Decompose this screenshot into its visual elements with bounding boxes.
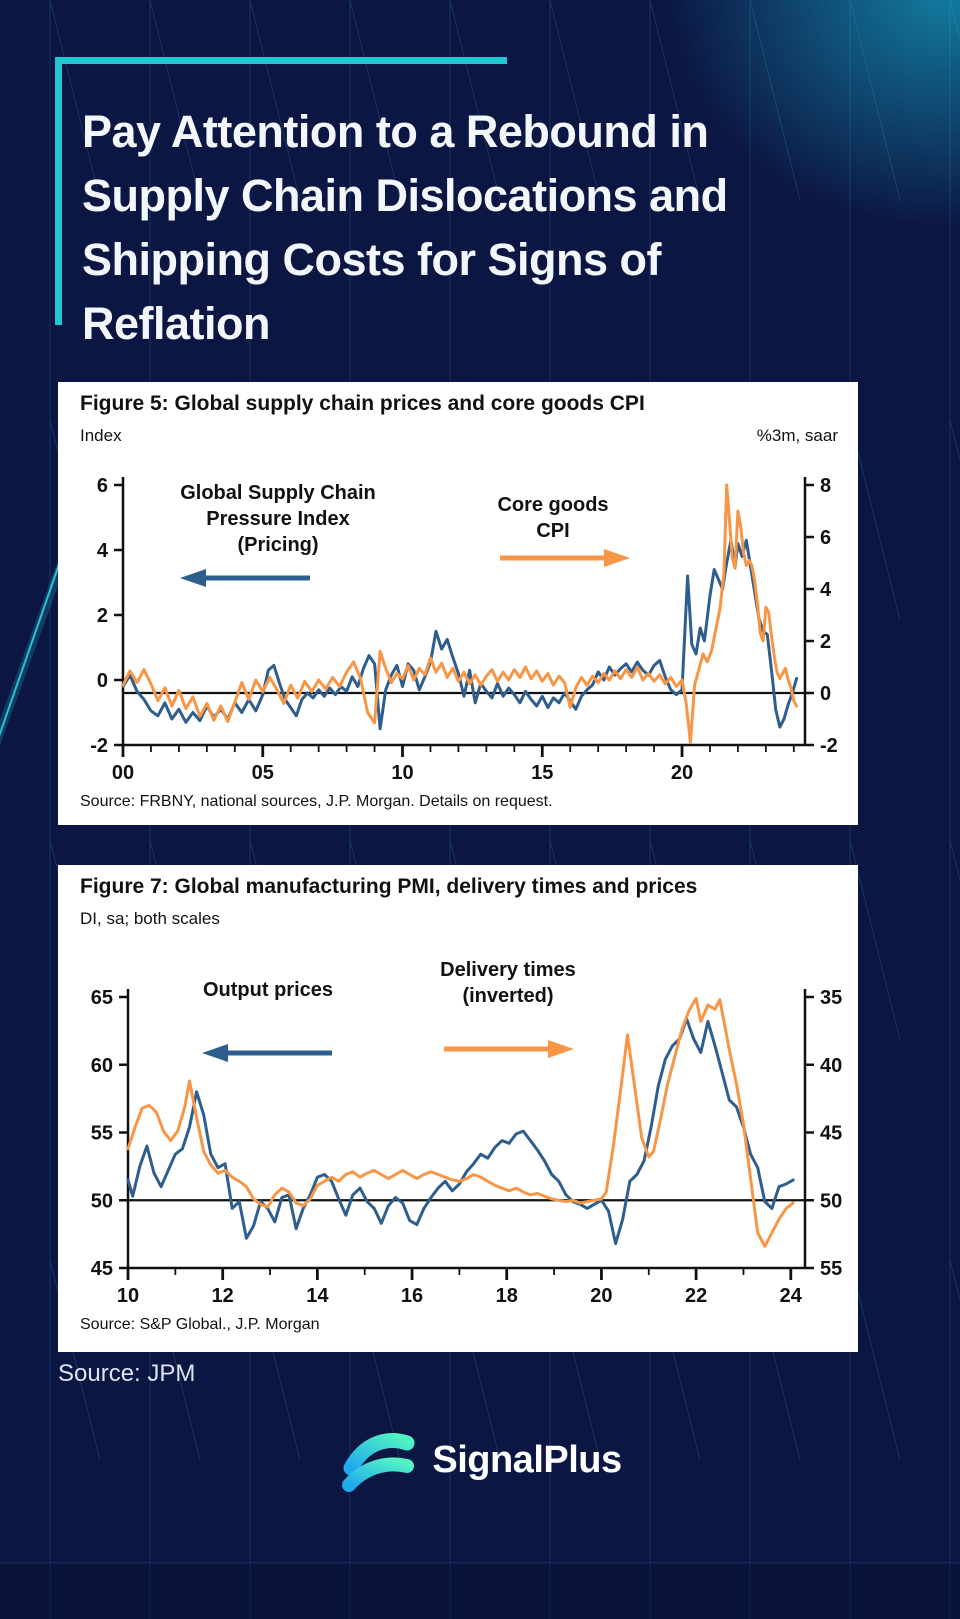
- brand-logo: SignalPlus: [0, 1428, 960, 1492]
- svg-text:14: 14: [306, 1285, 329, 1307]
- page-source-note: Source: JPM: [58, 1360, 196, 1387]
- figure5-title: Figure 5: Global supply chain prices and…: [80, 392, 645, 415]
- brand-name: SignalPlus: [432, 1438, 622, 1481]
- svg-text:-2: -2: [820, 735, 838, 757]
- svg-text:0: 0: [820, 683, 831, 705]
- left-arrow-icon: [202, 1044, 332, 1062]
- svg-text:16: 16: [401, 1285, 423, 1307]
- svg-text:15: 15: [531, 762, 553, 784]
- series-line: [126, 996, 795, 1248]
- svg-text:4: 4: [820, 579, 832, 601]
- right-arrow-icon: [444, 1040, 574, 1058]
- svg-text:40: 40: [820, 1055, 842, 1077]
- left-arrow-icon: [180, 569, 310, 587]
- figure5-right-unit: %3m, saar: [756, 426, 838, 445]
- figure7-title: Figure 7: Global manufacturing PMI, deli…: [80, 875, 698, 898]
- figure7-blue-series-label: Output prices: [202, 979, 333, 1001]
- svg-text:2: 2: [97, 605, 108, 627]
- footer-band: [0, 1563, 960, 1619]
- figure5-panel: 6 4 2 0 -2 8 6 4 2 0 -2 00 05 10 15 20 Figure 5: Global…: [58, 382, 858, 825]
- svg-text:45: 45: [820, 1123, 842, 1145]
- figure7-orange-series-label: Delivery times (inverted): [440, 959, 576, 1007]
- svg-text:05: 05: [252, 762, 274, 784]
- svg-text:50: 50: [820, 1190, 842, 1212]
- svg-text:6: 6: [820, 527, 831, 549]
- series-line: [121, 483, 799, 744]
- cyan-streak: [0, 555, 63, 737]
- signalplus-logo-icon: [342, 1433, 415, 1492]
- svg-text:55: 55: [91, 1123, 113, 1145]
- title-accent-bar-top: [55, 57, 507, 64]
- svg-text:-2: -2: [90, 735, 108, 757]
- svg-text:0: 0: [97, 670, 108, 692]
- svg-text:60: 60: [91, 1055, 113, 1077]
- figure7-subtitle: DI, sa; both scales: [80, 909, 220, 928]
- svg-text:50: 50: [91, 1190, 113, 1212]
- svg-text:00: 00: [112, 762, 134, 784]
- svg-text:8: 8: [820, 475, 831, 497]
- svg-text:24: 24: [780, 1285, 803, 1307]
- svg-text:4: 4: [97, 540, 109, 562]
- corner-glow: [665, 0, 960, 230]
- figure7-panel: 65 60 55 50 45 35 40 45 50 55 10 12 14 16 18 20 22 24 Fig…: [58, 865, 858, 1352]
- svg-text:10: 10: [391, 762, 413, 784]
- svg-text:6: 6: [97, 475, 108, 497]
- svg-text:22: 22: [685, 1285, 707, 1307]
- right-arrow-icon: [500, 549, 630, 567]
- figure5-orange-series-label: Core goods CPI: [497, 494, 609, 542]
- figure5-left-unit: Index: [80, 426, 122, 445]
- figure7-source: Source: S&P Global., J.P. Morgan: [80, 1316, 320, 1333]
- svg-text:45: 45: [91, 1258, 113, 1280]
- page-title: Pay Attention to a Rebound in Supply Cha…: [82, 106, 728, 350]
- figure5-blue-series-label: Global Supply Chain Pressure Index (Pric…: [180, 482, 376, 556]
- svg-text:20: 20: [671, 762, 693, 784]
- svg-text:35: 35: [820, 987, 842, 1009]
- svg-text:55: 55: [820, 1258, 842, 1280]
- svg-text:18: 18: [496, 1285, 518, 1307]
- svg-text:12: 12: [212, 1285, 234, 1307]
- title-accent-bar-left: [55, 57, 62, 325]
- figure7-chart: 65 60 55 50 45 35 40 45 50 55 10 12 14 16 18 20 22 24: [91, 987, 843, 1307]
- figure5-source: Source: FRBNY, national sources, J.P. Mo…: [80, 793, 553, 810]
- svg-text:20: 20: [590, 1285, 612, 1307]
- svg-text:2: 2: [820, 631, 831, 653]
- svg-text:65: 65: [91, 987, 113, 1009]
- svg-text:10: 10: [117, 1285, 139, 1307]
